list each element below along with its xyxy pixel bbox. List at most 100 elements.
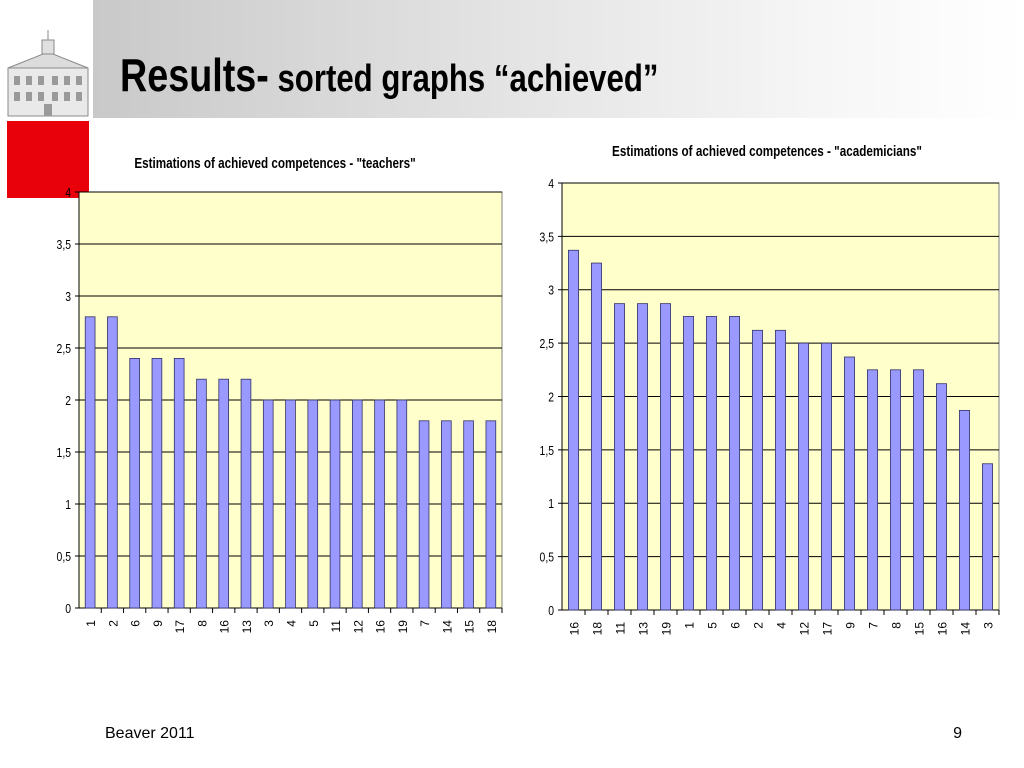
bar — [775, 329, 786, 611]
red-accent-block — [7, 121, 89, 198]
y-tick-label: 3,5 — [57, 238, 72, 252]
bar — [173, 357, 185, 609]
x-tick-label: 19 — [396, 620, 410, 634]
x-tick-label: 11 — [329, 620, 343, 633]
bar — [262, 399, 274, 609]
university-logo — [5, 28, 91, 118]
chart-title: Estimations of achieved competences - "a… — [612, 143, 922, 160]
x-tick-label: 1 — [84, 620, 98, 627]
y-tick-label: 2 — [548, 390, 554, 404]
bar — [614, 303, 625, 611]
bar — [637, 303, 648, 611]
bar — [936, 383, 947, 611]
bar — [821, 342, 832, 611]
bar — [890, 369, 901, 611]
x-tick-label: 12 — [798, 622, 812, 636]
y-tick-label: 2,5 — [540, 337, 555, 351]
bar — [285, 399, 296, 609]
bar — [307, 399, 319, 609]
x-tick-label: 4 — [285, 620, 299, 627]
slide-title-main: Results- — [120, 49, 269, 101]
x-tick-label: 8 — [890, 622, 904, 629]
page-number: 9 — [953, 725, 962, 742]
y-tick-label: 4 — [65, 186, 71, 200]
bar — [752, 329, 763, 611]
x-tick-label: 17 — [173, 620, 187, 634]
bar — [568, 249, 579, 611]
bar — [660, 303, 671, 611]
y-tick-label: 0,5 — [540, 551, 555, 565]
y-tick-label: 3 — [548, 284, 554, 298]
bar — [396, 399, 408, 609]
x-tick-label: 11 — [614, 622, 628, 635]
x-tick-label: 16 — [568, 622, 582, 636]
x-tick-label: 16 — [936, 622, 950, 636]
chart-academicians: Estimations of achieved competences - "a… — [540, 143, 1000, 636]
bar — [867, 369, 878, 611]
bar — [913, 369, 924, 611]
x-tick-label: 3 — [262, 620, 276, 627]
bar — [151, 357, 163, 609]
slide-title: Results- sorted graphs “achieved” — [120, 48, 658, 102]
y-tick-label: 0 — [65, 602, 71, 616]
x-tick-label: 6 — [129, 620, 143, 627]
y-tick-label: 1 — [65, 498, 71, 512]
bar — [729, 316, 740, 611]
bar — [959, 409, 970, 611]
x-tick-label: 3 — [982, 622, 996, 629]
bar — [129, 357, 140, 609]
bar — [351, 399, 363, 609]
header-band — [93, 0, 1024, 118]
y-tick-label: 0,5 — [57, 550, 72, 564]
x-tick-label: 2 — [106, 620, 120, 627]
x-tick-label: 16 — [374, 620, 388, 634]
bar — [982, 463, 993, 611]
bar — [844, 356, 855, 611]
x-tick-label: 7 — [867, 622, 881, 629]
y-tick-label: 1 — [548, 497, 554, 511]
x-tick-label: 14 — [959, 622, 973, 636]
y-tick-label: 4 — [548, 177, 554, 191]
x-tick-label: 2 — [752, 622, 766, 629]
y-tick-label: 2,5 — [57, 342, 72, 356]
bar — [196, 378, 207, 609]
x-tick-label: 1 — [683, 622, 697, 629]
x-tick-label: 13 — [240, 620, 254, 634]
x-tick-label: 9 — [151, 620, 165, 627]
chart-title: Estimations of achieved competences - "t… — [134, 155, 415, 172]
bar — [591, 262, 602, 611]
y-tick-label: 3 — [65, 290, 71, 304]
bar — [240, 378, 252, 609]
bar — [463, 420, 474, 609]
bar — [107, 316, 118, 609]
x-tick-label: 5 — [307, 620, 321, 627]
bar — [218, 378, 230, 609]
x-tick-label: 18 — [591, 622, 605, 636]
bar — [798, 342, 809, 611]
x-tick-label: 8 — [195, 620, 209, 627]
x-tick-label: 15 — [913, 622, 927, 636]
bar — [374, 399, 385, 609]
x-tick-label: 19 — [660, 622, 674, 636]
bar — [706, 316, 717, 611]
footer-label: Beaver 2011 — [105, 725, 195, 742]
x-tick-label: 17 — [821, 622, 835, 636]
bar — [329, 399, 341, 609]
x-tick-label: 13 — [637, 622, 651, 636]
bar — [84, 316, 96, 609]
x-tick-label: 6 — [729, 622, 743, 629]
chart-teachers: Estimations of achieved competences - "t… — [57, 155, 503, 634]
y-tick-label: 3,5 — [540, 230, 555, 244]
slide-title-sub: sorted graphs “achieved” — [268, 58, 659, 100]
x-tick-label: 4 — [775, 622, 789, 629]
y-tick-label: 2 — [65, 394, 71, 408]
x-tick-label: 12 — [351, 620, 365, 634]
x-tick-label: 18 — [485, 620, 499, 634]
x-tick-label: 14 — [440, 620, 454, 634]
y-tick-label: 1,5 — [57, 446, 72, 460]
x-tick-label: 9 — [844, 622, 858, 629]
bar — [441, 420, 452, 609]
y-tick-label: 1,5 — [540, 444, 555, 458]
y-tick-label: 0 — [548, 604, 554, 618]
